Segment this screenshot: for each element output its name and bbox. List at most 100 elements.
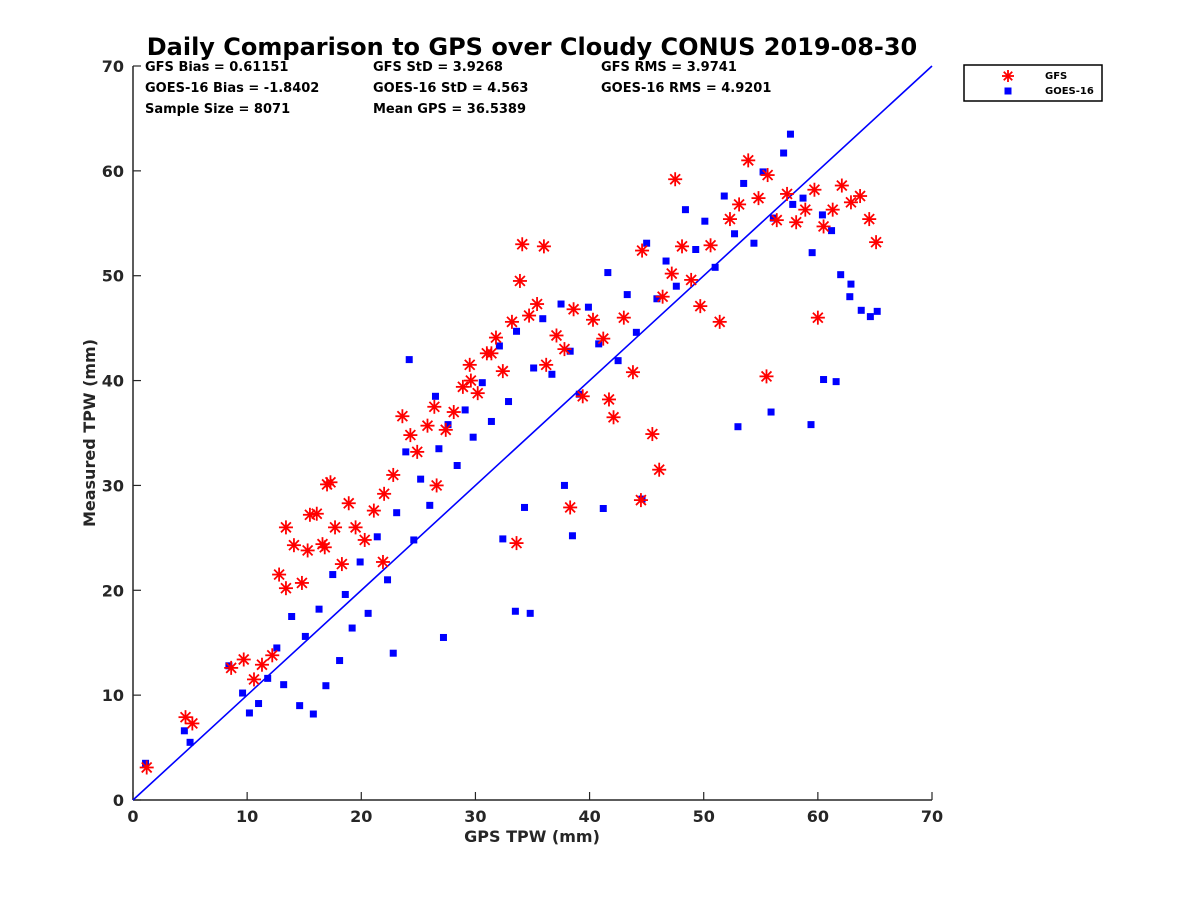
goes16-point — [439, 633, 447, 641]
goes16-point — [245, 709, 253, 717]
goes16-point — [818, 211, 826, 219]
gfs-point — [139, 760, 154, 775]
gfs-point — [834, 178, 849, 193]
goes16-point — [857, 306, 865, 314]
goes16-point — [681, 206, 689, 214]
x-tick-label: 60 — [807, 807, 829, 826]
gfs-point — [789, 215, 804, 230]
goes16-point — [487, 417, 495, 425]
gfs-point — [463, 373, 478, 388]
gfs-point — [488, 330, 503, 345]
gfs-point — [294, 575, 309, 590]
gfs-point — [366, 503, 381, 518]
gfs-point — [601, 392, 616, 407]
goes16-point — [672, 282, 680, 290]
goes16-point — [296, 702, 304, 710]
goes16-point — [548, 370, 556, 378]
x-tick-label: 10 — [236, 807, 258, 826]
stat-goes-bias: GOES-16 Bias = -1.8402 — [145, 81, 319, 96]
goes16-point — [322, 682, 330, 690]
goes16-point — [604, 269, 612, 277]
gfs-point — [484, 346, 499, 361]
goes16-point — [759, 168, 767, 176]
gfs-point — [377, 486, 392, 501]
goes16-point — [808, 249, 816, 257]
series-goes16 — [142, 130, 881, 767]
gfs-point — [302, 507, 317, 522]
goes16-point — [461, 406, 469, 414]
y-axis-label: Measured TPW (mm) — [80, 339, 99, 527]
goes16-point — [356, 558, 364, 566]
goes16-point — [734, 423, 742, 431]
gfs-point — [403, 428, 418, 443]
x-tick-label: 50 — [693, 807, 715, 826]
gfs-point — [246, 672, 261, 687]
gfs-point — [807, 182, 822, 197]
x-tick-label: 30 — [464, 807, 486, 826]
goes16-point — [873, 307, 881, 315]
gfs-point — [675, 239, 690, 254]
goes16-point — [405, 356, 413, 364]
goes16-point — [521, 503, 529, 511]
gfs-point — [606, 410, 621, 425]
gfs-point — [317, 540, 332, 555]
gfs-point — [420, 418, 435, 433]
goes16-point — [837, 271, 845, 279]
y-tick-label: 20 — [102, 581, 124, 600]
goes16-point — [431, 392, 439, 400]
goes16-point — [180, 727, 188, 735]
y-tick-label: 0 — [113, 791, 124, 810]
goes16-point — [632, 328, 640, 336]
legend-box — [963, 64, 1103, 102]
gfs-point — [655, 289, 670, 304]
goes16-point — [336, 657, 344, 665]
legend-gfs-marker — [1002, 70, 1014, 82]
goes16-point — [584, 303, 592, 311]
goes16-point — [453, 462, 461, 470]
goes16-point — [623, 291, 631, 299]
gfs-point — [563, 500, 578, 515]
x-tick-label: 0 — [127, 807, 138, 826]
goes16-point — [662, 257, 670, 265]
goes16-point — [799, 194, 807, 202]
ticks-layer: 0 10 20 30 40 50 60 70 0 10 20 30 40 50 60 70 — [102, 57, 943, 826]
legend: GFS GOES-16 — [963, 64, 1103, 102]
goes16-point — [643, 239, 651, 247]
gfs-point — [825, 202, 840, 217]
gfs-point — [410, 444, 425, 459]
gfs-point — [616, 310, 631, 325]
goes16-point — [309, 710, 317, 718]
goes16-point — [740, 179, 748, 187]
goes16-point — [820, 376, 828, 384]
legend-goes-symbol — [1004, 87, 1012, 95]
goes16-point — [614, 357, 622, 365]
gfs-point — [843, 195, 858, 210]
goes16-point — [393, 509, 401, 517]
goes16-point — [495, 342, 503, 350]
gfs-point — [265, 648, 280, 663]
gfs-point — [427, 399, 442, 414]
gfs-point — [515, 237, 530, 252]
gfs-point — [462, 357, 477, 372]
y-tick-label: 40 — [102, 372, 124, 391]
gfs-point — [732, 197, 747, 212]
gfs-point — [712, 314, 727, 329]
gfs-point — [357, 532, 372, 547]
goes16-point — [789, 200, 797, 208]
goes16-point — [568, 532, 576, 540]
gfs-point — [693, 299, 708, 314]
gfs-point — [446, 405, 461, 420]
gfs-point — [438, 422, 453, 437]
legend-goes-label: GOES-16 — [1045, 86, 1094, 97]
goes16-point — [426, 501, 434, 509]
goes16-point — [731, 230, 739, 238]
gfs-point — [816, 219, 831, 234]
goes16-point — [348, 624, 356, 632]
reference-layer — [132, 65, 933, 801]
gfs-point — [760, 168, 775, 183]
legend-gfs-label: GFS — [1045, 71, 1067, 82]
one-to-one-line — [132, 65, 933, 801]
gfs-point — [272, 567, 287, 582]
gfs-point — [323, 475, 338, 490]
goes16-point — [692, 246, 700, 253]
